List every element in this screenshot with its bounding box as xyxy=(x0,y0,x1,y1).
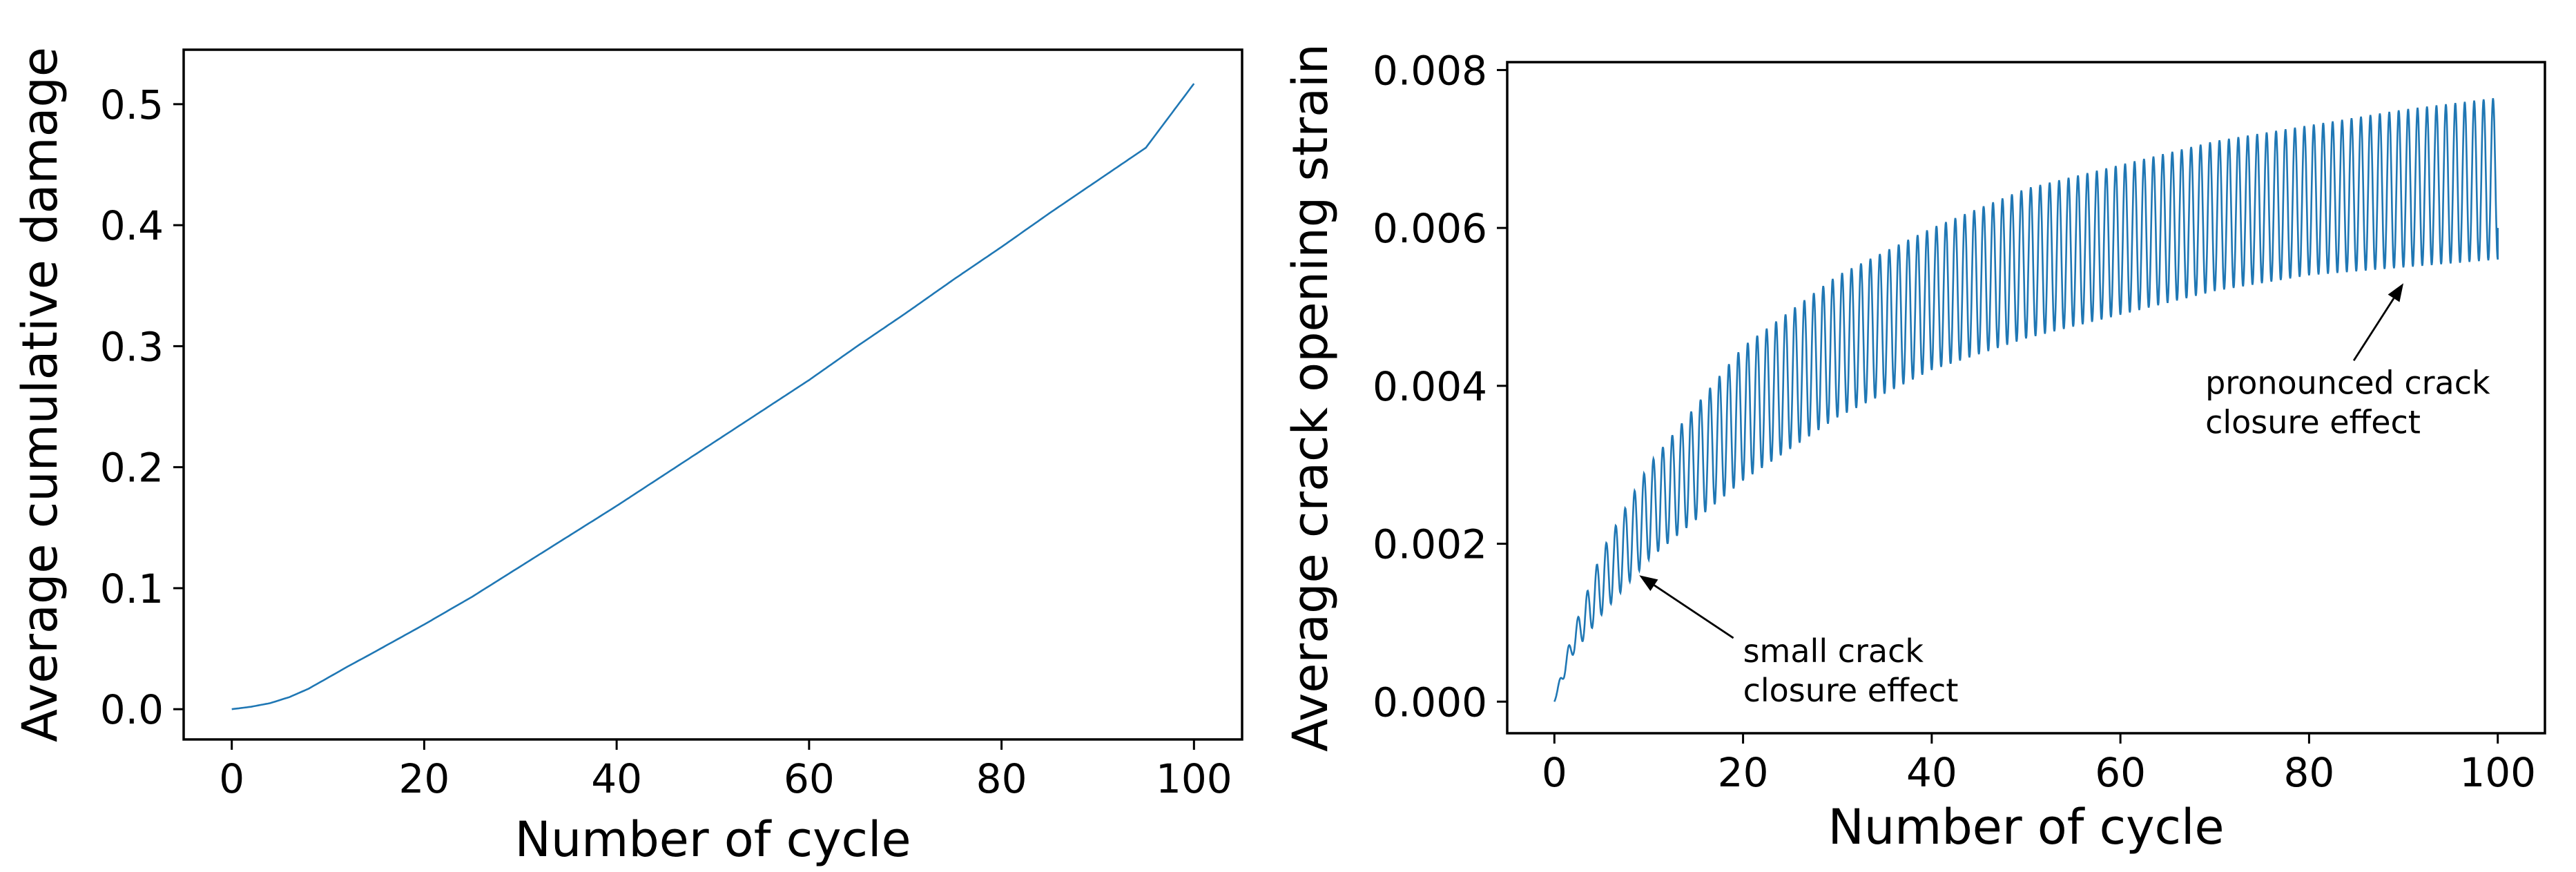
y-tick-label: 0.006 xyxy=(1373,205,1487,252)
x-tick-label: 100 xyxy=(1156,755,1232,802)
plot-frame xyxy=(1506,61,2546,735)
annotation-line: pronounced crack xyxy=(2205,364,2490,401)
annotation-text: pronounced crack closure effect xyxy=(2205,364,2490,440)
y-tick-label: 0.5 xyxy=(100,81,164,128)
annotation-text: small crack closure effect xyxy=(1743,632,1959,709)
annotation-arrowhead xyxy=(2388,283,2404,302)
y-tick-label: 0.002 xyxy=(1373,521,1487,568)
x-tick-label: 20 xyxy=(1718,749,1769,796)
y-axis-label: Average crack opening strain xyxy=(1282,43,1339,752)
x-tick-label: 60 xyxy=(784,755,835,802)
x-tick-label: 100 xyxy=(2459,749,2536,796)
y-tick-label: 0.008 xyxy=(1373,47,1487,94)
x-tick-label: 60 xyxy=(2095,749,2146,796)
annotation-arrowhead xyxy=(1639,575,1658,592)
x-tick-label: 80 xyxy=(976,755,1027,802)
x-tick-label: 80 xyxy=(2284,749,2335,796)
y-tick-label: 0.3 xyxy=(100,323,164,370)
plot-frame xyxy=(182,48,1243,741)
damage-chart-panel: 0 20 40 60 80 100 0.0 0.1 0.2 0.3 0.4 0.5 Number of … xyxy=(12,47,1243,868)
annotation-line: closure effect xyxy=(2205,403,2421,440)
x-tick-label: 0 xyxy=(1542,749,1567,796)
x-axis-label: Number of cycle xyxy=(1828,799,2224,855)
annotation-arrow xyxy=(2352,298,2395,362)
y-tick-label: 0.1 xyxy=(100,565,164,612)
x-tick-label: 0 xyxy=(219,755,244,802)
y-tick-label: 0.4 xyxy=(100,202,164,249)
y-tick-label: 0.004 xyxy=(1373,363,1487,410)
y-axis-label: Average cumulative damage xyxy=(12,47,68,742)
x-tick-label: 20 xyxy=(399,755,450,802)
y-tick-label: 0.0 xyxy=(100,686,164,733)
series-line xyxy=(1553,98,2499,702)
annotation-arrow xyxy=(1654,584,1734,639)
strain-chart-panel: 0 20 40 60 80 100 0.000 0.002 0.004 0.006 0.008 Num… xyxy=(1282,43,2546,855)
y-tick-label: 0.2 xyxy=(100,445,164,492)
y-tick-label: 0.000 xyxy=(1373,679,1487,726)
series-line xyxy=(231,83,1195,710)
annotation-line: closure effect xyxy=(1743,672,1959,709)
x-tick-label: 40 xyxy=(1906,749,1957,796)
x-tick-label: 40 xyxy=(591,755,642,802)
x-axis-label: Number of cycle xyxy=(514,811,911,868)
annotation-line: small crack xyxy=(1743,632,1924,670)
